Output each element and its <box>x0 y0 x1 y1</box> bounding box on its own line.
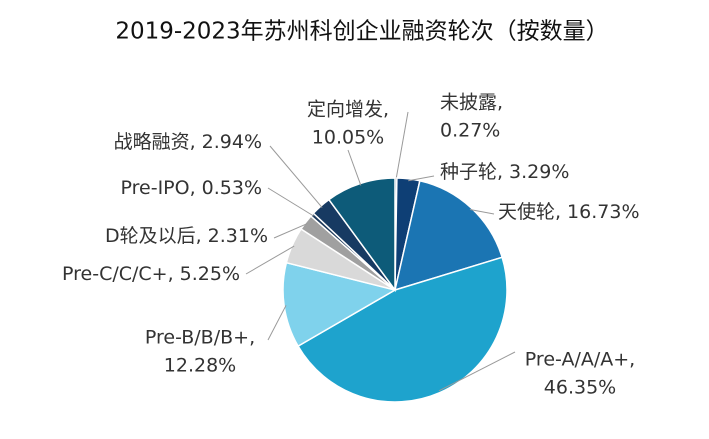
slice-value: 12.28% <box>164 355 236 377</box>
leader-line <box>267 187 314 217</box>
pie-slice <box>393 179 504 292</box>
slice-label: Pre-C/C/C+, 5.25% <box>62 263 240 285</box>
leader-line <box>347 149 362 186</box>
slice-value: 10.05% <box>312 127 384 149</box>
slice-name: 天使轮, <box>498 201 561 223</box>
slice-value: 46.35% <box>544 377 616 399</box>
slice-value: 0.53% <box>202 177 262 199</box>
leader-line <box>245 245 295 275</box>
slice-name: D轮及以后, <box>105 225 202 247</box>
slice-value: 2.31% <box>208 225 268 247</box>
slice-name: 战略融资, <box>114 131 196 153</box>
slice-label: 战略融资, 2.94% <box>114 131 262 153</box>
leader-line <box>267 305 287 341</box>
slice-name: Pre-C/C/C+, <box>62 263 174 285</box>
slice-value: 5.25% <box>180 263 240 285</box>
leader-line <box>395 111 409 181</box>
chart-title: 2019-2023年苏州科创企业融资轮次（按数量） <box>115 19 608 45</box>
slice-name: 未披露, <box>440 92 503 114</box>
slice-label: 种子轮, 3.29% <box>440 161 569 183</box>
slice-name: 定向增发, <box>307 99 389 121</box>
slice-label: 天使轮, 16.73% <box>498 201 640 223</box>
slice-name: Pre-B/B/B+, <box>145 327 255 349</box>
slice-value: 2.94% <box>202 131 262 153</box>
slice-label: Pre-IPO, 0.53% <box>121 177 262 199</box>
slice-name: 种子轮, <box>440 161 503 183</box>
slice-value: 0.27% <box>440 120 500 142</box>
slice-value: 3.29% <box>509 161 569 183</box>
leader-line <box>438 351 516 392</box>
slice-name: Pre-IPO, <box>121 177 196 199</box>
slice-label: D轮及以后, 2.31% <box>105 225 268 247</box>
slice-name: Pre-A/A/A+, <box>525 349 635 371</box>
leader-line <box>269 145 323 208</box>
pie-slice <box>297 256 508 403</box>
leader-line <box>273 223 308 239</box>
leader-line <box>469 208 495 215</box>
slice-value: 16.73% <box>567 201 639 223</box>
leader-line <box>408 175 435 182</box>
